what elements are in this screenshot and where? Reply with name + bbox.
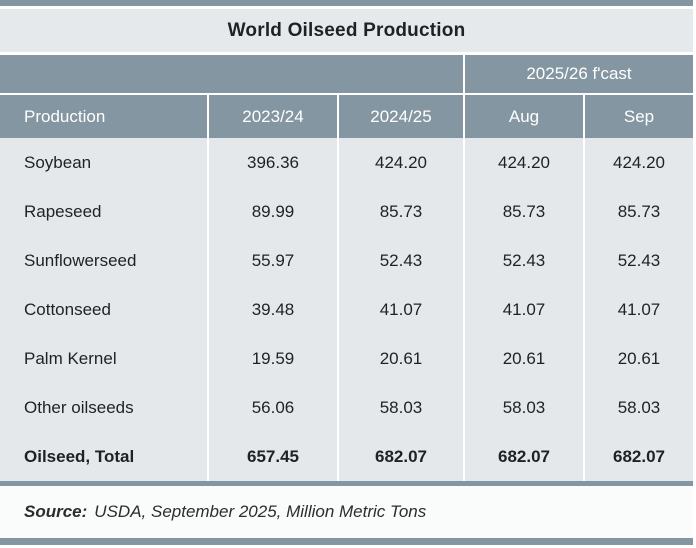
row-label: Oilseed, Total [24,446,135,466]
cell-value: 52.43 [463,236,583,285]
cell-value: 41.07 [583,285,693,334]
cell-value: 20.61 [337,334,463,383]
table-row-rapeseed: Rapeseed 89.99 85.73 85.73 85.73 [0,187,693,236]
cell-value: 424.20 [337,138,463,187]
cell-value: 52.43 [583,236,693,285]
cell-value: 52.43 [337,236,463,285]
cell-value: 682.07 [583,432,693,481]
column-header-production: Production [24,106,106,126]
forecast-group-row: 2025/26 f'cast [0,55,693,93]
cell-value: 55.97 [207,236,337,285]
row-label: Soybean [24,152,92,172]
table-row-sunflowerseed: Sunflowerseed 55.97 52.43 52.43 52.43 [0,236,693,285]
cell-value: 58.03 [337,383,463,432]
cell-value: 20.61 [583,334,693,383]
cell-value: 58.03 [463,383,583,432]
forecast-row-spacer [0,55,463,93]
cell-value: 424.20 [463,138,583,187]
cell-value: 85.73 [463,187,583,236]
cell-value: 396.36 [207,138,337,187]
cell-value: 85.73 [583,187,693,236]
cell-value: 41.07 [463,285,583,334]
top-accent-bar [0,0,693,6]
source-note: Source: USDA, September 2025, Million Me… [0,486,693,538]
column-header-aug: Aug [463,95,583,138]
cell-value: 39.48 [207,285,337,334]
cell-value: 682.07 [463,432,583,481]
table-row-palm-kernel: Palm Kernel 19.59 20.61 20.61 20.61 [0,334,693,383]
cell-value: 657.45 [207,432,337,481]
table-row-other-oilseeds: Other oilseeds 56.06 58.03 58.03 58.03 [0,383,693,432]
bottom-accent-bar [0,538,693,545]
cell-value: 424.20 [583,138,693,187]
row-label: Sunflowerseed [24,250,137,270]
cell-value: 58.03 [583,383,693,432]
row-label: Cottonseed [24,299,111,319]
cell-value: 20.61 [463,334,583,383]
table-row-soybean: Soybean 396.36 424.20 424.20 424.20 [0,138,693,187]
row-label: Other oilseeds [24,397,134,417]
column-header-sep: Sep [583,95,693,138]
column-header-2023-24: 2023/24 [207,95,337,138]
cell-value: 85.73 [337,187,463,236]
cell-value: 19.59 [207,334,337,383]
table-row-cottonseed: Cottonseed 39.48 41.07 41.07 41.07 [0,285,693,334]
table-row-oilseed-total: Oilseed, Total 657.45 682.07 682.07 682.… [0,432,693,481]
forecast-group-label: 2025/26 f'cast [463,55,693,93]
row-label: Rapeseed [24,201,102,221]
row-label: Palm Kernel [24,348,117,368]
source-label: Source: [24,502,88,521]
footer-separator-bar [0,481,693,486]
cell-value: 56.06 [207,383,337,432]
cell-value: 682.07 [337,432,463,481]
column-header-2024-25: 2024/25 [337,95,463,138]
source-text: USDA, September 2025, Million Metric Ton… [94,502,427,521]
table-title: World Oilseed Production [0,9,693,52]
cell-value: 41.07 [337,285,463,334]
column-header-row: Production 2023/24 2024/25 Aug Sep [0,95,693,138]
cell-value: 89.99 [207,187,337,236]
